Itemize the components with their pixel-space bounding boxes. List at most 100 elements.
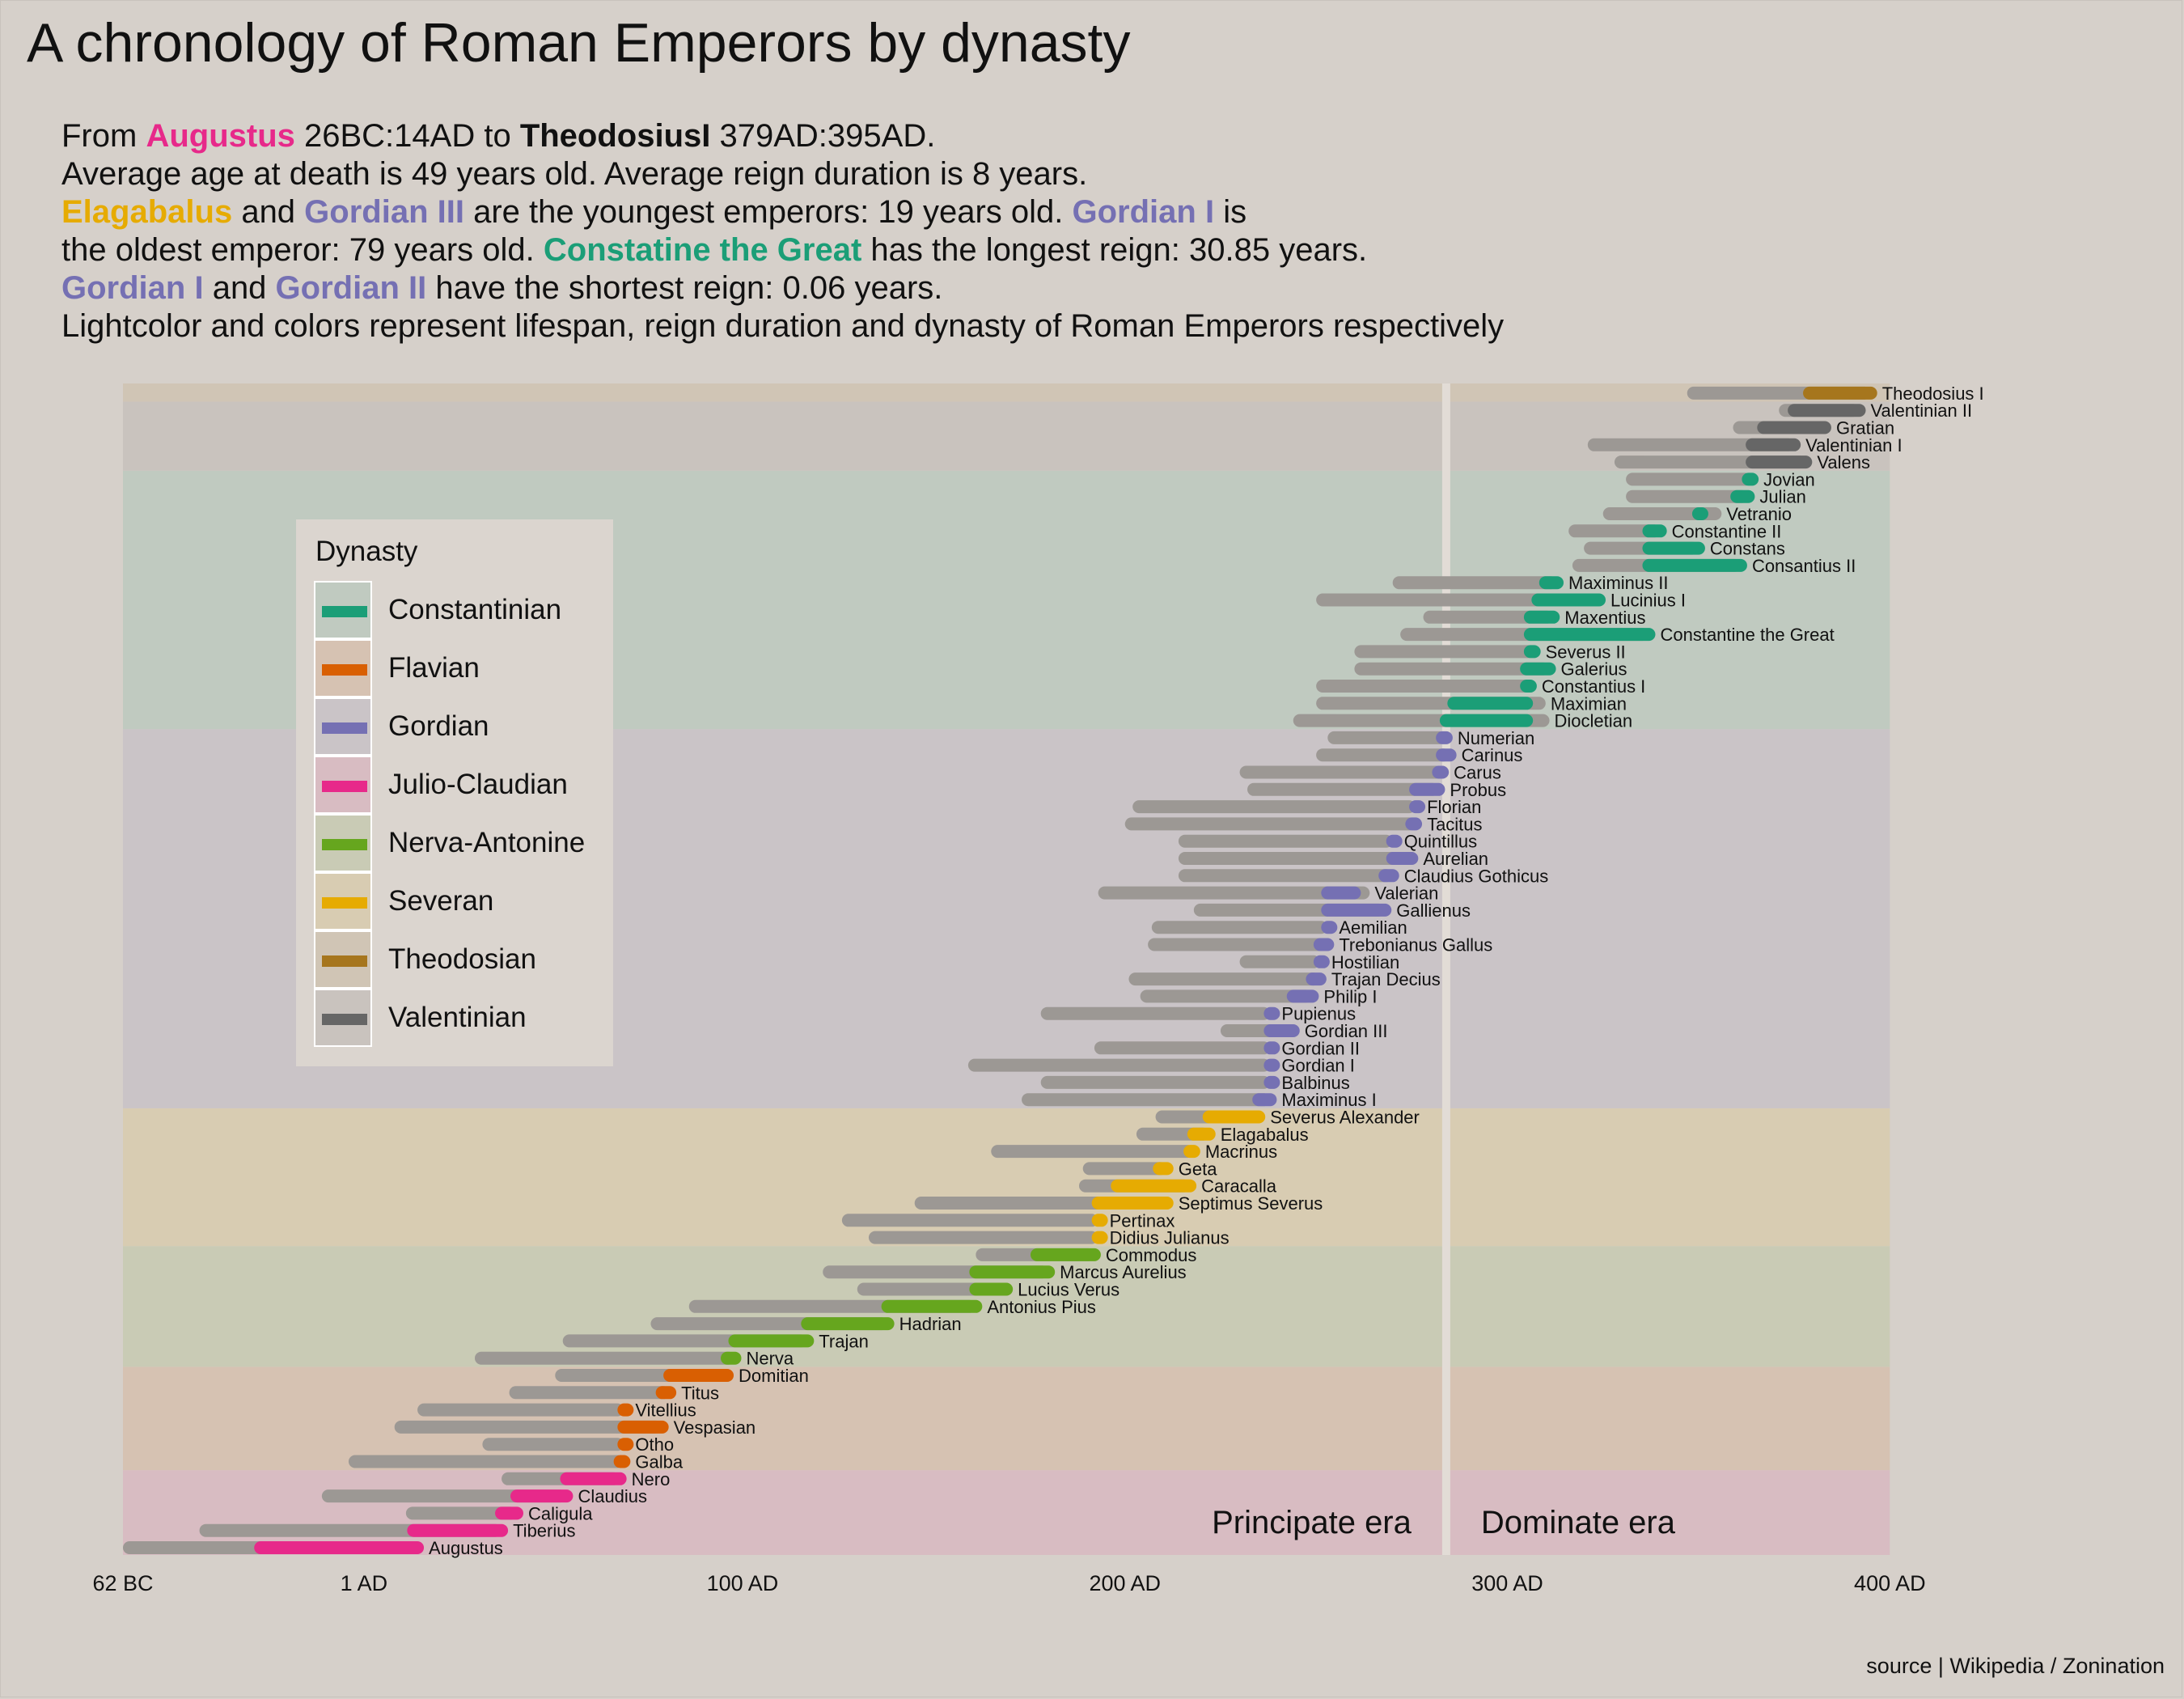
reign-bar-maximian: [1447, 697, 1534, 710]
lifespan-bar-pupienus: [1040, 1006, 1271, 1020]
emperor-label-didius-julianus: Didius Julianus: [1110, 1228, 1230, 1248]
dynasty-band-theodosian: [123, 383, 1890, 402]
lifespan-bar-trajan-decius: [1128, 972, 1320, 986]
emperor-label-trajan-decius: Trajan Decius: [1331, 969, 1441, 989]
legend: Dynasty Constantinian Flavian Gordian Julio…: [296, 519, 613, 1066]
reign-bar-lucinius-i: [1531, 593, 1606, 607]
emperor-label-numerian: Numerian: [1458, 728, 1534, 748]
reign-bar-augustus: [254, 1541, 425, 1554]
reign-bar-gallienus: [1321, 903, 1392, 917]
emperor-bars: [123, 386, 1877, 1554]
emperor-label-carinus: Carinus: [1462, 745, 1523, 765]
emperor-label-diocletian: Diocletian: [1555, 711, 1633, 731]
reign-bar-numerian: [1436, 731, 1453, 744]
emperor-label-jovian: Jovian: [1763, 469, 1815, 489]
legend-key-severan: [314, 872, 372, 930]
legend-label-constantinian: Constantinian: [388, 594, 562, 625]
reign-bar-constans: [1642, 541, 1705, 555]
emperor-label-constantine-ii: Constantine II: [1672, 521, 1782, 541]
emperor-label-vitellius: Vitellius: [635, 1400, 696, 1421]
emperor-label-trebonianus-gallus: Trebonianus Gallus: [1339, 935, 1492, 955]
reign-bar-hadrian: [801, 1317, 895, 1331]
subtitle-highlight-theodosius: TheodosiusI: [519, 118, 711, 154]
reign-bar-vespasian: [617, 1420, 669, 1434]
lifespan-bar-vitellius: [417, 1403, 624, 1417]
reign-bar-septimus-severus: [1091, 1197, 1174, 1210]
emperor-label-gordian-i: Gordian I: [1281, 1056, 1355, 1076]
emperor-label-pertinax: Pertinax: [1110, 1210, 1175, 1231]
emperor-label-macrinus: Macrinus: [1205, 1142, 1277, 1162]
lifespan-bar-tacitus: [1124, 817, 1416, 831]
era-label-principate: Principate era: [1212, 1505, 1412, 1540]
reign-bar-claudius-gothicus: [1378, 869, 1399, 883]
lifespan-bar-gordian-i: [967, 1058, 1271, 1072]
legend-label-julio-claudian: Julio-Claudian: [388, 769, 568, 800]
emperor-label-pupienus: Pupienus: [1281, 1004, 1356, 1024]
legend-label-valentinian: Valentinian: [388, 1002, 527, 1033]
emperor-label-septimus-severus: Septimus Severus: [1179, 1193, 1323, 1214]
lifespan-bar-valentinian-i: [1587, 438, 1795, 451]
emperor-label-caligula: Caligula: [528, 1503, 593, 1523]
emperor-label-vetranio: Vetranio: [1726, 504, 1792, 524]
x-tick-label-400-ad: 400 AD: [1854, 1571, 1926, 1595]
emperor-label-titus: Titus: [681, 1383, 719, 1403]
emperor-label-severus-ii: Severus II: [1546, 642, 1626, 662]
emperor-label-caracalla: Caracalla: [1201, 1176, 1277, 1197]
subtitle-line-6: Lightcolor and colors represent lifespan…: [61, 308, 1505, 344]
legend-swatch-gordian: [322, 722, 367, 734]
legend-label-nerva-antonine: Nerva-Antonine: [388, 827, 586, 858]
legend-swatch-theodosian: [322, 955, 367, 967]
lifespan-bar-claudius: [321, 1489, 567, 1503]
reign-bar-valens: [1746, 455, 1813, 469]
x-tick-label-62-bc: 62 BC: [92, 1571, 153, 1595]
emperor-label-julian: Julian: [1759, 487, 1805, 507]
lifespan-bar-aurelian: [1178, 852, 1412, 865]
x-axis: 62 BC 1 AD 100 AD 200 AD 300 AD 400 AD: [92, 1571, 1925, 1595]
emperor-label-florian: Florian: [1427, 797, 1481, 817]
lifespan-bar-maximinus-i: [1022, 1093, 1271, 1107]
legend-key-flavian: [314, 639, 372, 697]
reign-bar-maxentius: [1523, 610, 1560, 624]
lifespan-bar-julian: [1626, 489, 1749, 503]
emperor-label-hostilian: Hostilian: [1331, 952, 1399, 972]
legend-swatch-nerva-antonine: [322, 839, 367, 850]
subtitle-highlight-gordian-i: Gordian I: [61, 270, 204, 306]
reign-bar-caligula: [495, 1506, 523, 1520]
lifespan-bar-gordian-ii: [1094, 1041, 1271, 1055]
legend-label-severan: Severan: [388, 885, 494, 917]
reign-bar-elagabalus: [1187, 1127, 1216, 1141]
reign-bar-geta: [1153, 1162, 1174, 1176]
reign-bar-constantine-the-great: [1523, 628, 1656, 642]
legend-key-gordian: [314, 697, 372, 756]
reign-bar-macrinus: [1183, 1145, 1200, 1159]
reign-bar-nero: [560, 1472, 627, 1485]
subtitle-highlight-gordian-i: Gordian I: [1072, 194, 1215, 230]
reign-bar-gordian-ii: [1263, 1041, 1280, 1055]
lifespan-bar-titus: [509, 1386, 671, 1400]
subtitle-line-3: Elagabalus and Gordian III are the young…: [61, 193, 1504, 231]
reign-bar-theodosius-i: [1803, 386, 1877, 400]
subtitle-line-5: Gordian I and Gordian II have the shorte…: [61, 269, 1504, 307]
reign-bar-jovian: [1742, 472, 1759, 486]
x-tick-label-300-ad: 300 AD: [1471, 1571, 1543, 1595]
reign-bar-claudius: [510, 1489, 574, 1503]
emperor-label-maximinus-i: Maximinus I: [1281, 1090, 1376, 1110]
reign-bar-trebonianus-gallus: [1313, 938, 1335, 951]
reign-bar-consantius-ii: [1642, 558, 1747, 572]
lifespan-bar-galba: [348, 1455, 624, 1468]
reign-bar-gordian-i: [1263, 1058, 1280, 1072]
subtitle-text: has the longest reign: 30.85 years.: [861, 232, 1368, 268]
legend-swatch-severan: [322, 897, 367, 909]
reign-bar-diocletian: [1439, 714, 1534, 727]
reign-bar-galerius: [1520, 662, 1556, 676]
lifespan-bar-geta: [1082, 1162, 1167, 1176]
reign-bar-valentinian-ii: [1788, 404, 1866, 417]
reign-bar-julian: [1730, 489, 1755, 503]
legend-key-theodosian: [314, 930, 372, 989]
dynasty-band-valentinian: [123, 401, 1890, 471]
emperor-label-lucius-verus: Lucius Verus: [1018, 1280, 1120, 1300]
reign-bar-constantius-i: [1520, 680, 1537, 693]
lifespan-bar-claudius-gothicus: [1178, 869, 1393, 883]
lifespan-bar-hostilian: [1239, 955, 1320, 968]
